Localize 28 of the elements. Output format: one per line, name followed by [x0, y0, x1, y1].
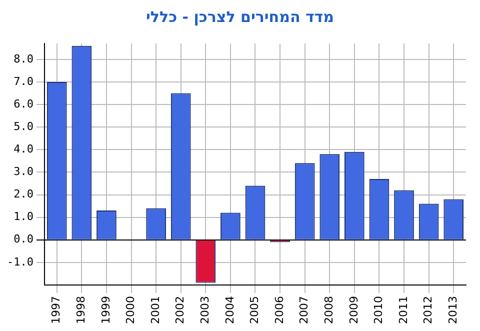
x-tick-label: 2001 — [148, 296, 162, 324]
x-tick-label: 2011 — [396, 296, 410, 324]
x-tick-label: 2003 — [198, 296, 212, 324]
x-tick-label: 2004 — [223, 296, 236, 324]
x-tick-label: 2013 — [446, 296, 460, 324]
y-tick-label: -1.0 — [6, 255, 34, 268]
chart-title: מדד המחירים לצרכן - כללי — [145, 7, 335, 28]
x-tick-label: 1997 — [50, 296, 63, 324]
x-tick-label: 2007 — [298, 296, 311, 324]
y-tick-label: 1.0 — [14, 210, 34, 224]
y-tick-label: 2.0 — [14, 188, 34, 201]
y-tick-label: 8.0 — [14, 52, 34, 66]
y-tick-label: 6.0 — [14, 97, 34, 110]
x-tick-label: 1999 — [99, 296, 112, 324]
y-tick-label: 0.0 — [14, 232, 34, 246]
x-tick-label: 2008 — [322, 296, 336, 324]
x-tick-label: 2005 — [248, 296, 262, 324]
y-tick-label: 4.0 — [14, 142, 34, 156]
x-tick-label: 2002 — [174, 296, 187, 324]
x-tick-label: 1998 — [74, 296, 88, 324]
y-tick-label: 5.0 — [14, 120, 34, 133]
y-tick-label: 7.0 — [14, 74, 34, 88]
x-tick-label: 2010 — [372, 296, 386, 324]
x-tick-label: 2000 — [124, 296, 138, 324]
x-tick-label: 2012 — [422, 296, 435, 324]
x-tick-label: 2006 — [272, 296, 286, 324]
x-tick-label: 2009 — [347, 296, 360, 324]
y-tick-label: 3.0 — [14, 165, 34, 178]
